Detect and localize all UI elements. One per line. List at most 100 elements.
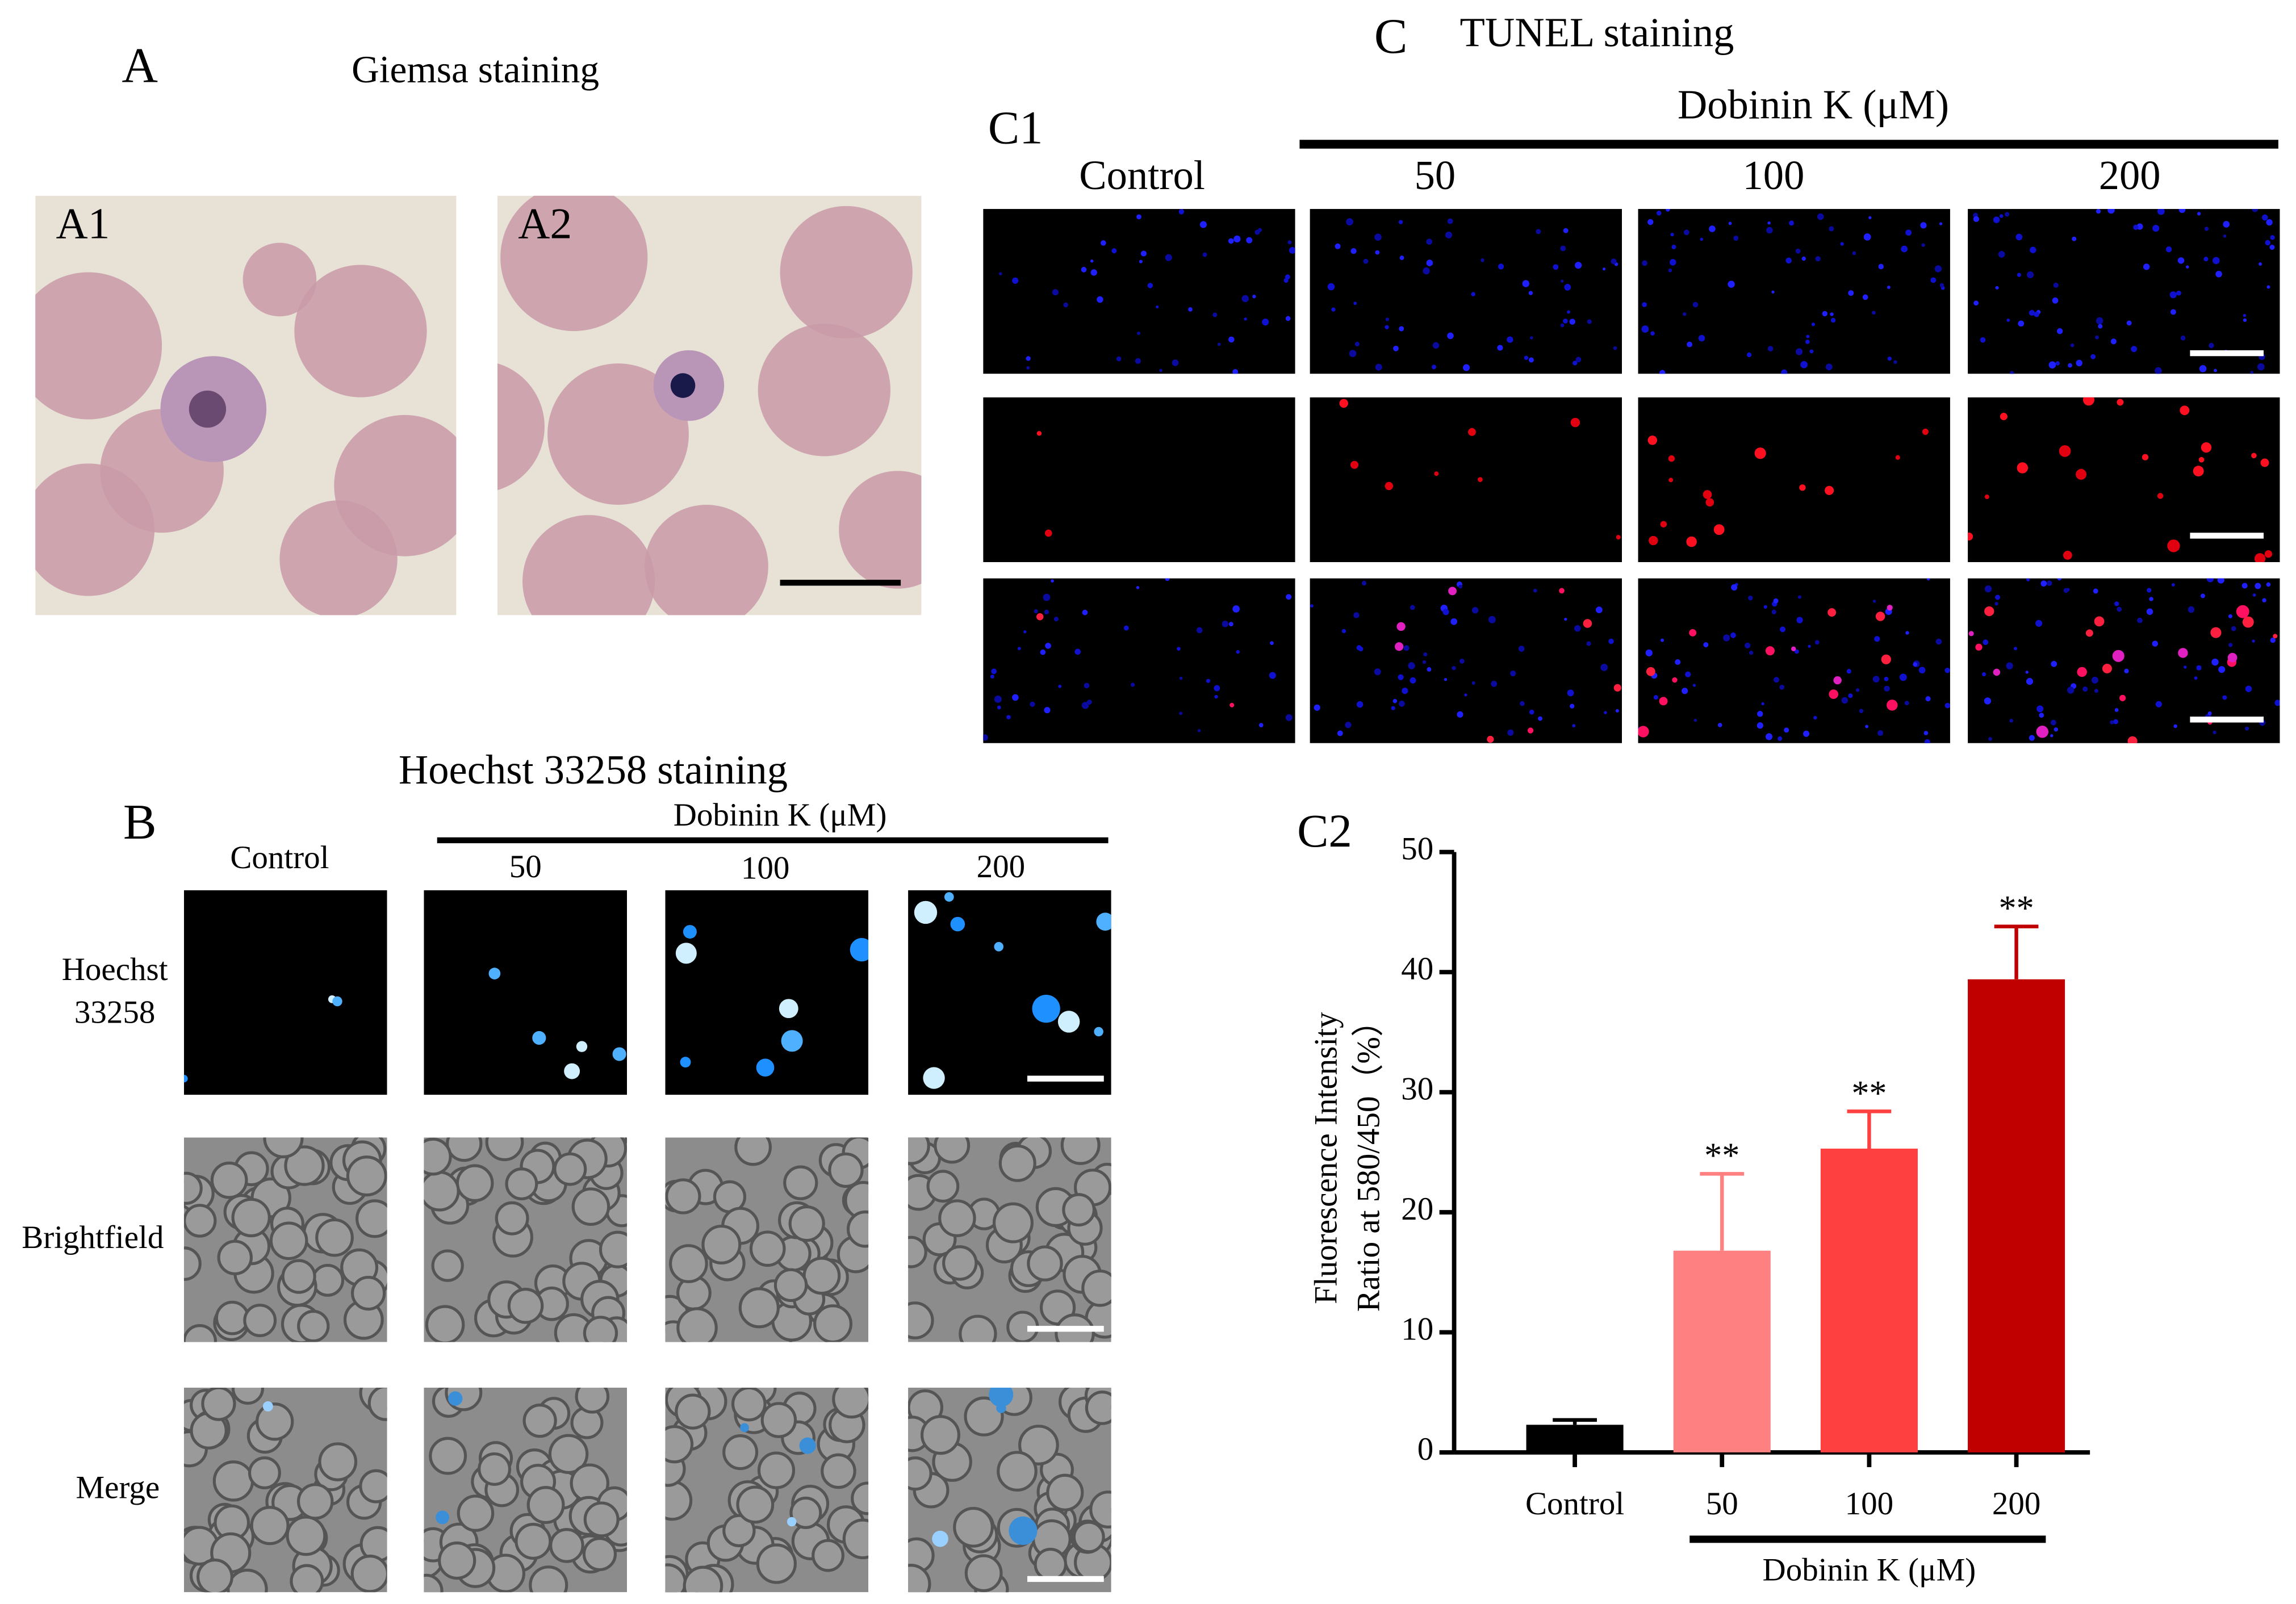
cell — [1703, 490, 1712, 499]
cell — [1745, 642, 1751, 649]
cell — [1692, 684, 1696, 687]
rbc — [346, 1155, 387, 1197]
cell — [1570, 703, 1575, 709]
cell — [2231, 626, 2236, 631]
cell — [2050, 734, 2054, 738]
cell — [1573, 361, 1578, 366]
cell — [1574, 625, 1581, 632]
cell — [2252, 209, 2259, 212]
cell — [262, 1401, 273, 1412]
cell — [923, 1067, 945, 1089]
cell — [2055, 361, 2060, 366]
cell — [1746, 352, 1752, 358]
cell — [1524, 355, 1529, 361]
micrograph — [1310, 578, 1622, 743]
cell — [1647, 219, 1654, 225]
cell — [2188, 606, 2195, 613]
rbc — [669, 1244, 708, 1283]
cell — [2017, 462, 2029, 474]
rbc — [722, 1514, 756, 1548]
rbc — [497, 363, 545, 491]
cell — [1893, 360, 1897, 364]
cell — [1877, 730, 1884, 736]
cell — [683, 925, 697, 939]
image-background — [1968, 209, 2280, 374]
cell — [1244, 317, 1247, 321]
rbc — [290, 1564, 324, 1593]
cell — [1285, 714, 1293, 721]
rbc — [35, 272, 162, 420]
cell — [1463, 364, 1470, 371]
cell — [1044, 529, 1052, 537]
micrograph — [1638, 397, 1950, 563]
cell — [2124, 668, 2129, 673]
cell — [2223, 234, 2227, 238]
cell — [2218, 666, 2226, 673]
cell — [1081, 702, 1089, 709]
treatment-label: Dobinin K (μM) — [1678, 81, 1949, 127]
panel-label: C1 — [988, 101, 1043, 153]
rbc — [425, 1305, 465, 1342]
cell — [2098, 324, 2103, 329]
cell — [1287, 240, 1292, 245]
cell — [2242, 616, 2254, 628]
cell — [675, 943, 697, 964]
cell — [1846, 669, 1851, 674]
cell — [1045, 643, 1051, 649]
image-background — [1310, 578, 1622, 743]
cell — [1899, 673, 1907, 681]
cell — [1830, 317, 1836, 323]
cell — [1559, 588, 1565, 594]
rbc — [1055, 1313, 1095, 1342]
rbc — [424, 1170, 460, 1212]
cell — [2070, 343, 2075, 347]
cell — [1214, 685, 1220, 692]
cell — [1613, 346, 1617, 350]
cell — [1572, 724, 1576, 728]
cell — [1385, 325, 1389, 329]
rbc — [547, 363, 689, 505]
cell — [1156, 305, 1159, 309]
cell — [1809, 349, 1814, 354]
cell — [1733, 235, 1739, 241]
column-label: 200 — [2099, 152, 2161, 198]
cell — [2264, 550, 2273, 558]
cell — [1410, 677, 1416, 684]
cell — [1815, 256, 1821, 262]
cell — [1611, 258, 1617, 265]
rbc — [942, 1245, 978, 1281]
cell — [1920, 222, 1927, 229]
cell — [2094, 616, 2105, 627]
cell — [2243, 313, 2247, 317]
cell — [2013, 647, 2017, 651]
cell — [756, 1058, 775, 1077]
cell — [1923, 731, 1929, 735]
cell — [1773, 598, 1779, 604]
cell — [1374, 233, 1382, 241]
cell — [2152, 225, 2160, 232]
significance-label: ** — [1704, 1137, 1739, 1175]
cell — [1800, 361, 1808, 368]
cell — [1350, 248, 1357, 254]
cell — [2254, 553, 2266, 563]
cell — [1528, 291, 1533, 295]
cell — [1179, 711, 1183, 715]
cell — [1096, 912, 1111, 931]
cell — [2131, 346, 2138, 353]
cell — [2207, 711, 2212, 716]
cell — [994, 695, 1002, 703]
cell — [1895, 455, 1900, 460]
panel-label: C — [1374, 9, 1408, 64]
rbc — [938, 1199, 976, 1237]
image-background — [183, 890, 387, 1095]
cell — [1930, 277, 1937, 283]
cell — [2262, 598, 2266, 602]
y-tick-label: 0 — [1417, 1431, 1434, 1467]
rbc — [1062, 1193, 1096, 1227]
rbc — [964, 1396, 1004, 1437]
cell — [1528, 357, 1534, 363]
cell — [1642, 302, 1647, 307]
cell — [1779, 626, 1786, 633]
rbc — [485, 1137, 524, 1162]
